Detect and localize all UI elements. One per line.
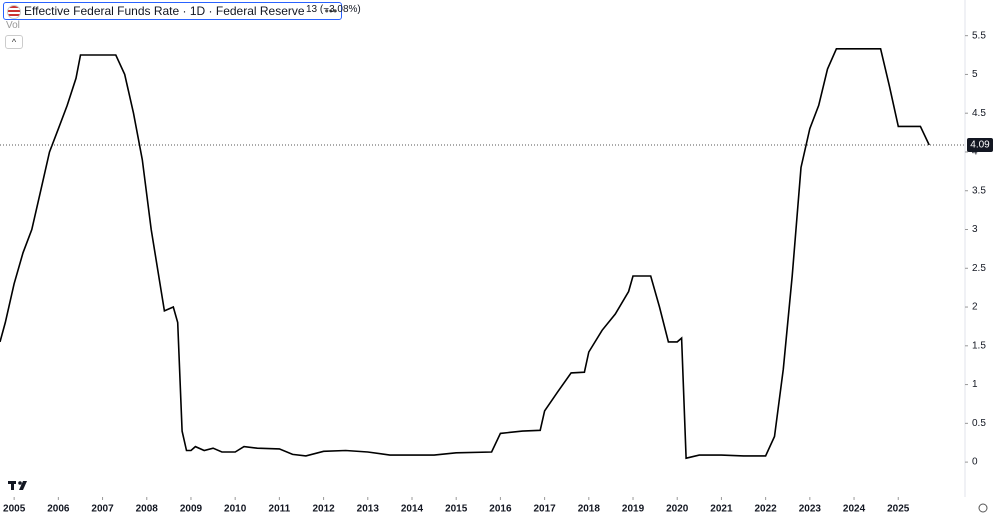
y-tick-label: 4.5	[972, 108, 986, 119]
collapse-button[interactable]: ^	[5, 35, 23, 49]
x-tick-label: 2019	[622, 504, 645, 515]
x-tick-label: 2017	[533, 504, 556, 515]
x-tick-label: 2009	[180, 504, 203, 515]
x-tick-label: 2006	[47, 504, 70, 515]
x-tick-label: 2010	[224, 504, 247, 515]
x-tick-label: 2020	[666, 504, 689, 515]
y-tick-label: 2.5	[972, 263, 986, 274]
flag-icon	[7, 5, 21, 19]
y-tick-label: 0	[972, 457, 978, 468]
x-tick-label: 2012	[312, 504, 335, 515]
x-tick-label: 2016	[489, 504, 512, 515]
y-tick-label: 3	[972, 224, 978, 235]
x-tick-label: 2013	[357, 504, 380, 515]
x-tick-label: 2014	[401, 504, 424, 515]
volume-label: Vol	[6, 20, 20, 31]
title-text: Effective Federal Funds Rate · 1D · Fede…	[24, 4, 305, 18]
x-tick-label: 2015	[445, 504, 468, 515]
y-tick-label: 1.5	[972, 340, 986, 351]
x-tick-label: 2022	[755, 504, 778, 515]
x-tick-label: 2011	[269, 504, 291, 515]
current-value-box	[967, 137, 993, 152]
price-change: 13 (−3.08%)	[306, 4, 361, 15]
x-tick-label: 2023	[799, 504, 822, 515]
symbol-title[interactable]: Effective Federal Funds Rate · 1D · Fede…	[3, 2, 343, 20]
x-tick-label: 2021	[710, 504, 733, 515]
x-tick-label: 2018	[578, 504, 601, 515]
y-tick-label: 5	[972, 69, 978, 80]
settings-icon[interactable]	[978, 503, 988, 513]
x-tick-label: 2005	[3, 504, 26, 515]
y-tick-label: 1	[972, 379, 978, 390]
tv-logo	[8, 481, 27, 490]
y-tick-label: 3.5	[972, 185, 986, 196]
y-tick-label: 5.5	[972, 30, 986, 41]
x-tick-label: 2025	[887, 504, 910, 515]
y-tick-label: 0.5	[972, 418, 986, 429]
data-line	[0, 48, 930, 460]
x-tick-label: 2007	[91, 504, 114, 515]
y-tick-label: 2	[972, 302, 978, 313]
current-value-label: 4.09	[970, 140, 990, 151]
y-tick-label: 4	[972, 147, 978, 158]
x-tick-label: 2024	[843, 504, 866, 515]
x-tick-label: 2008	[136, 504, 159, 515]
